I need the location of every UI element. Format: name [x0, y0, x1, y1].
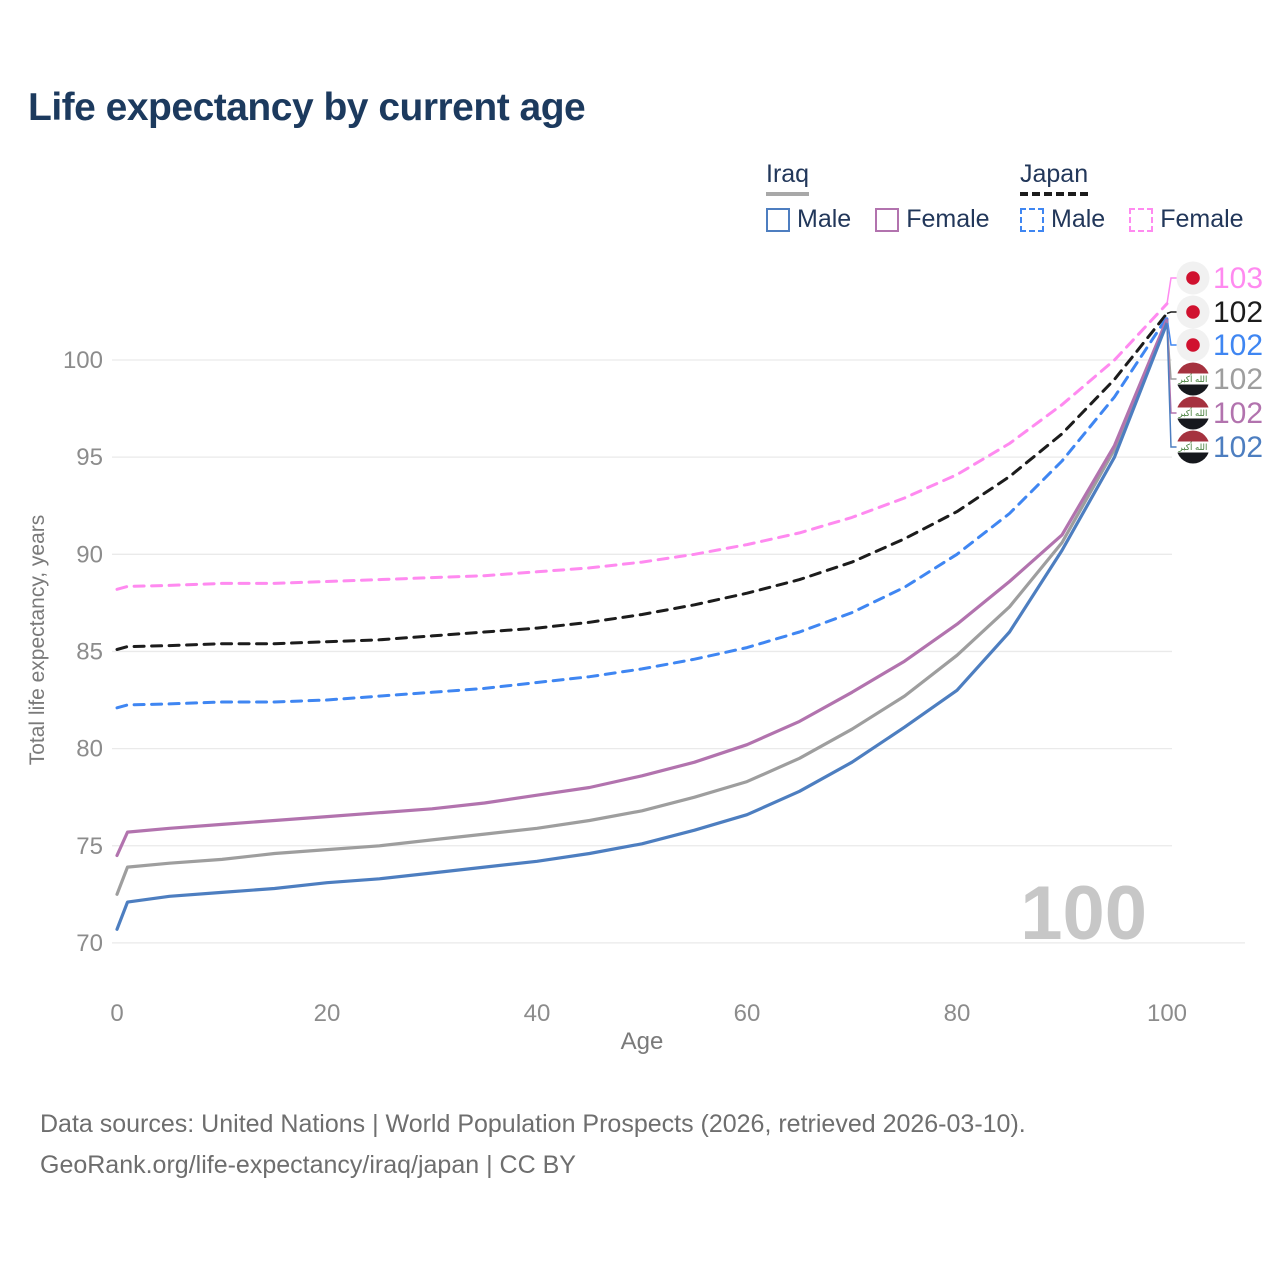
y-tick-label: 80 — [76, 736, 103, 763]
series-line-iraq-female[interactable] — [115, 317, 1169, 858]
series-line-iraq-total[interactable] — [115, 319, 1169, 896]
x-tick-label: 100 — [1147, 1000, 1187, 1027]
iraq-male-swatch-icon — [766, 207, 790, 232]
x-tick-label: 40 — [524, 1000, 551, 1027]
y-tick-label: 95 — [76, 444, 103, 471]
end-label-leader — [1166, 323, 1178, 448]
legend-label-japan-female: Female — [1160, 205, 1244, 233]
legend-label-iraq-male: Male — [797, 205, 852, 233]
legend-group-japan: Japan Male Female — [1020, 160, 1244, 234]
flag-icon-iraq: الله أكبر — [1176, 396, 1210, 430]
y-tick-label: 85 — [76, 638, 103, 665]
data-sources-text: Data sources: United Nations | World Pop… — [40, 1110, 1026, 1138]
flag-icon-japan — [1176, 261, 1210, 295]
series-line-japan-female[interactable] — [115, 302, 1169, 591]
legend-item-iraq-male[interactable]: Male — [766, 205, 851, 234]
end-value-label-japan-total: 102 — [1213, 296, 1263, 329]
age-indicator-watermark: 100 — [1020, 871, 1147, 956]
y-tick-label: 90 — [76, 541, 103, 568]
iraq-female-swatch-icon — [875, 207, 900, 232]
x-tick-label: 60 — [734, 1000, 761, 1027]
end-value-label-japan-male: 102 — [1213, 329, 1263, 362]
legend-item-japan-female[interactable]: Female — [1129, 205, 1244, 234]
end-value-label-iraq-male: 102 — [1213, 431, 1263, 464]
y-tick-label: 100 — [63, 347, 103, 374]
legend-item-japan-male[interactable]: Male — [1020, 205, 1105, 234]
y-tick-label: 75 — [76, 833, 103, 860]
y-tick-label: 70 — [76, 930, 103, 957]
end-value-label-japan-female: 103 — [1213, 262, 1263, 295]
legend-row-japan: Male Female — [1020, 205, 1244, 234]
x-tick-label: 80 — [944, 1000, 971, 1027]
svg-text:الله أكبر: الله أكبر — [1178, 373, 1208, 385]
end-value-label-iraq-female: 102 — [1213, 397, 1263, 430]
legend-row-iraq: Male Female — [766, 205, 990, 234]
end-label-leader — [1166, 311, 1178, 315]
legend-label-japan-male: Male — [1051, 205, 1106, 233]
attribution-text: GeoRank.org/life-expectancy/iraq/japan |… — [40, 1151, 576, 1179]
x-tick-label: 0 — [110, 1000, 123, 1027]
series-line-japan-total[interactable] — [115, 311, 1169, 651]
chart-footer: Data sources: United Nations | World Pop… — [40, 1104, 1026, 1186]
flag-icon-iraq: الله أكبر — [1176, 430, 1210, 464]
legend-group-iraq: Iraq Male Female — [766, 160, 990, 234]
flag-icon-japan — [1176, 295, 1210, 329]
flag-icon-iraq: الله أكبر — [1176, 362, 1210, 396]
svg-text:الله أكبر: الله أكبر — [1178, 441, 1208, 453]
series-line-iraq-male[interactable] — [115, 321, 1169, 931]
legend-country-iraq: Iraq — [766, 160, 810, 196]
legend-label-iraq-female: Female — [906, 205, 990, 233]
x-axis-title: Age — [621, 1028, 664, 1055]
series-line-japan-male[interactable] — [115, 315, 1169, 710]
end-label-leader — [1166, 277, 1178, 304]
legend-country-japan: Japan — [1020, 160, 1089, 196]
y-axis-title: Total life expectancy, years — [26, 515, 49, 766]
svg-text:الله أكبر: الله أكبر — [1178, 407, 1208, 419]
page-title: Life expectancy by current age — [28, 86, 586, 129]
legend-item-iraq-female[interactable]: Female — [875, 205, 990, 234]
japan-male-swatch-icon — [1020, 207, 1044, 232]
end-value-label-iraq-total: 102 — [1213, 363, 1263, 396]
x-tick-label: 20 — [314, 1000, 341, 1027]
japan-female-swatch-icon — [1129, 207, 1154, 232]
end-label-leader — [1166, 317, 1178, 346]
flag-icon-japan — [1176, 328, 1210, 362]
